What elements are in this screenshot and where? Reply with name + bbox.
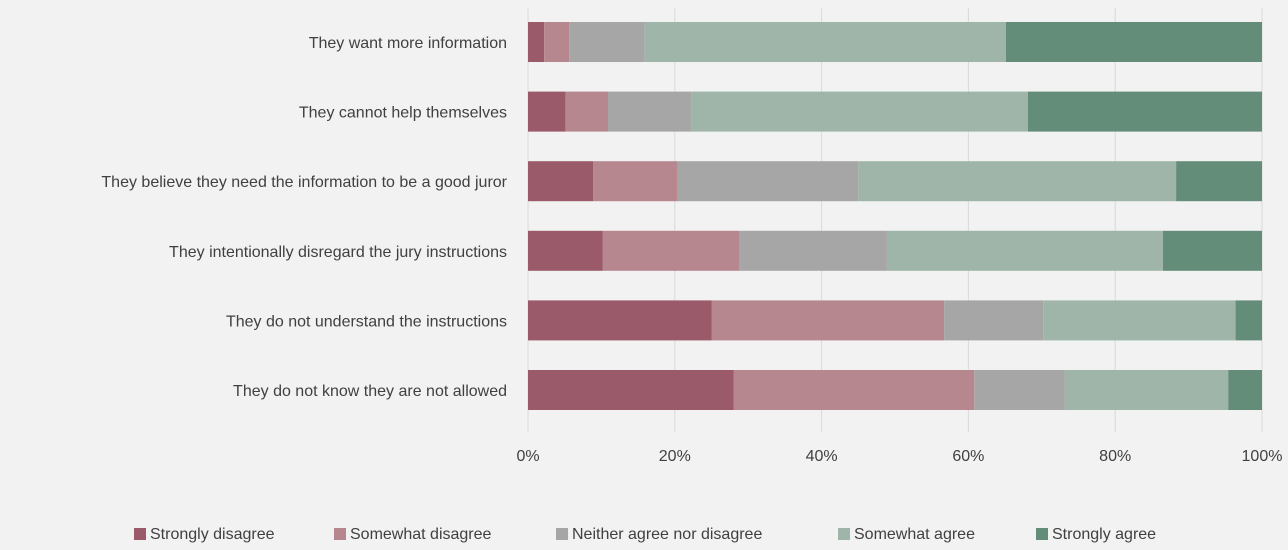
legend-label: Neither agree nor disagree	[572, 526, 762, 543]
bar-segment	[1064, 370, 1229, 410]
gridlines	[527, 8, 1263, 432]
bar-segment	[528, 161, 594, 202]
x-tick-label: 100%	[1242, 448, 1283, 465]
legend-label: Strongly disagree	[150, 526, 275, 543]
legend-swatch	[334, 528, 346, 540]
bar-segment	[528, 370, 734, 410]
bar-segment	[1005, 22, 1262, 62]
legend-label: Somewhat agree	[854, 526, 975, 543]
bar-segment	[528, 300, 712, 341]
category-label: They believe they need the information t…	[101, 174, 507, 191]
bar-segment	[1027, 91, 1262, 132]
bar-segment	[565, 91, 609, 132]
legend-swatch	[134, 528, 146, 540]
bar-segment	[886, 230, 1163, 271]
category-labels: They want more information They cannot he…	[101, 35, 507, 400]
bar-segment	[691, 91, 1028, 132]
bar-segment	[602, 230, 740, 271]
bar-segment	[593, 161, 678, 202]
category-label: They do not understand the instructions	[226, 313, 507, 330]
legend-swatch	[1036, 528, 1048, 540]
legend-swatch	[556, 528, 568, 540]
legend: Strongly disagree Somewhat disagree Neithe…	[134, 526, 1156, 543]
bar-segment	[1235, 300, 1262, 341]
bar-segment	[739, 230, 887, 271]
bar-segment	[528, 22, 545, 62]
bar-segment	[528, 91, 566, 132]
bar-segment	[544, 22, 570, 62]
bar-segment	[1043, 300, 1236, 341]
x-tick-label: 60%	[952, 448, 984, 465]
bar-segment	[569, 22, 645, 62]
legend-swatch	[838, 528, 850, 540]
legend-label: Somewhat disagree	[350, 526, 492, 543]
bar-segment	[1176, 161, 1262, 202]
x-tick-label: 20%	[659, 448, 691, 465]
bar-segment	[974, 370, 1065, 410]
bar-segment	[677, 161, 859, 202]
bars	[528, 22, 1262, 410]
category-label: They intentionally disregard the jury in…	[169, 244, 507, 261]
bar-segment	[1162, 230, 1262, 271]
legend-label: Strongly agree	[1052, 526, 1156, 543]
bar-segment	[644, 22, 1006, 62]
bar-segment	[733, 370, 975, 410]
bar-segment	[711, 300, 945, 341]
bar-segment	[528, 230, 603, 271]
category-label: They want more information	[309, 35, 507, 52]
x-tick-label: 0%	[516, 448, 539, 465]
x-tick-label: 40%	[806, 448, 838, 465]
x-tick-labels: 0% 20% 40% 60% 80% 100%	[516, 448, 1282, 465]
bar-segment	[1228, 370, 1262, 410]
bar-segment	[944, 300, 1044, 341]
bar-segment	[608, 91, 692, 132]
category-label: They cannot help themselves	[299, 105, 507, 122]
bar-segment	[858, 161, 1177, 202]
category-label: They do not know they are not allowed	[233, 383, 507, 400]
x-tick-label: 80%	[1099, 448, 1131, 465]
